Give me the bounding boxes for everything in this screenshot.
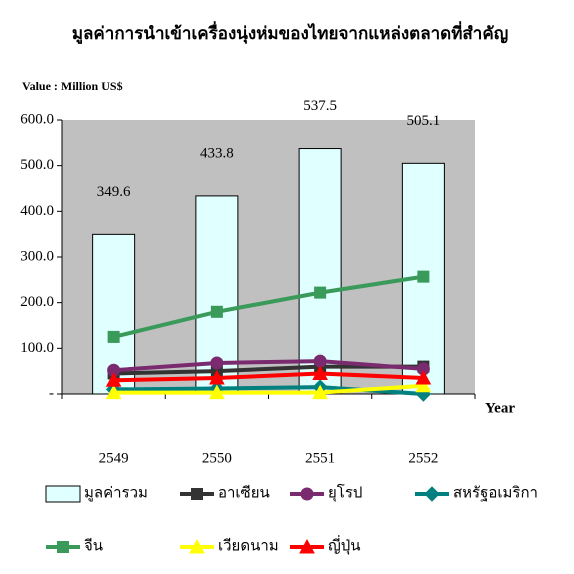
x-tick-label: 2550 (202, 450, 232, 466)
line-marker (415, 377, 432, 393)
x-tick-label: 2551 (305, 450, 335, 466)
data-label: 349.6 (97, 184, 131, 200)
line-marker (313, 354, 327, 368)
line (113, 371, 424, 383)
line-marker (417, 270, 430, 283)
line-marker (312, 384, 328, 400)
line-marker (314, 286, 327, 299)
legend-label: สหรัฐอเมริกา (453, 484, 538, 501)
line-marker (210, 305, 223, 318)
y-tick-label: - (49, 385, 54, 401)
line-marker (105, 372, 122, 387)
y-tick-label: 600.0 (20, 111, 54, 127)
legend-label: มูลค่ารวม (84, 485, 148, 501)
x-axis-label: Year (485, 400, 515, 416)
line (113, 274, 424, 339)
line-marker (105, 384, 122, 400)
y-tick-label: 300.0 (20, 248, 54, 264)
legend-label: ยุโรป (328, 483, 362, 502)
chart-title: มูลค่าการนำเข้าเครื่องนุ่งห่มของไทยจากแห… (72, 21, 508, 45)
data-label: 433.8 (200, 145, 234, 161)
line-marker (312, 365, 328, 380)
legend-marker (299, 538, 315, 554)
legend-marker (300, 487, 314, 501)
legend-label: ญี่ปุ่น (328, 534, 361, 555)
y-tick-label: 100.0 (20, 340, 54, 356)
y-tick-label: 400.0 (20, 203, 54, 219)
legend-marker (191, 488, 203, 500)
legend-marker (424, 486, 440, 502)
line-marker (415, 369, 432, 385)
legend-swatch (45, 485, 81, 503)
line-marker (107, 330, 120, 343)
legend-marker (189, 538, 205, 554)
legend-label: อาเซียน (218, 484, 270, 501)
legend-label: เวียดนาม (218, 537, 279, 554)
line-marker (209, 369, 225, 385)
legend-label: จีน (84, 537, 103, 554)
legend-marker (57, 541, 69, 553)
y-axis-label: Value : Million US$ (22, 79, 123, 93)
data-label: 537.5 (303, 98, 337, 114)
y-tick-label: 200.0 (20, 294, 54, 310)
x-tick-label: 2549 (99, 450, 129, 466)
data-label: 505.1 (407, 113, 441, 129)
line-marker (209, 384, 225, 400)
bar (298, 148, 342, 395)
x-tick-label: 2552 (408, 450, 438, 466)
y-tick-label: 500.0 (20, 157, 54, 173)
line (113, 383, 424, 395)
line-marker (210, 356, 224, 370)
line (113, 359, 424, 373)
